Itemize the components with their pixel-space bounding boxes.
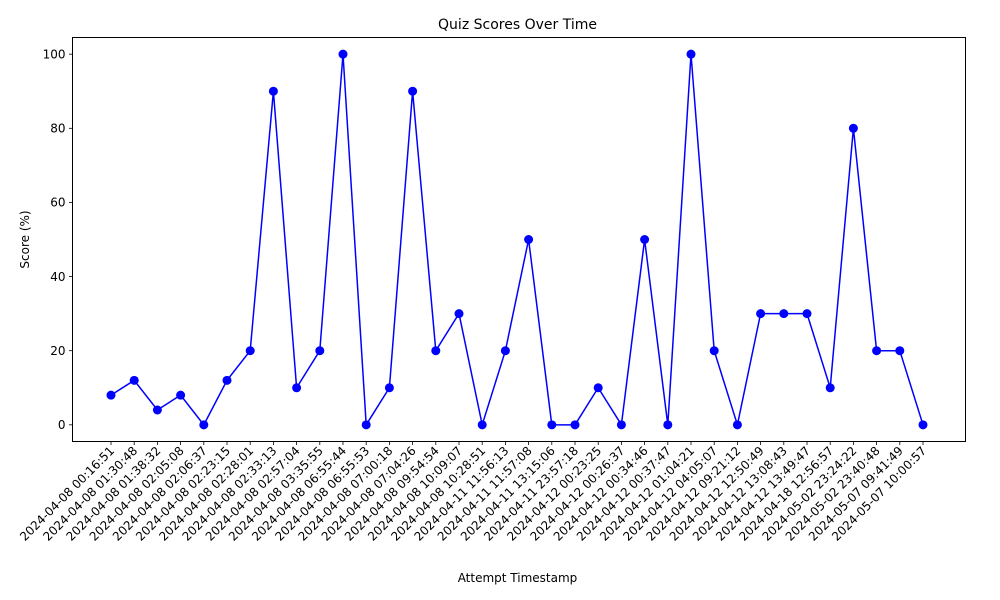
- plot-area: [72, 37, 966, 442]
- data-point: [384, 383, 394, 393]
- data-point: [500, 346, 510, 356]
- data-point: [338, 49, 348, 59]
- y-tick-label: 0: [58, 418, 66, 432]
- data-point: [361, 420, 371, 430]
- data-point: [802, 309, 812, 319]
- x-axis-title: Attempt Timestamp: [458, 571, 578, 585]
- chart-title: Quiz Scores Over Time: [438, 17, 597, 33]
- data-point: [593, 383, 603, 393]
- y-tick-label: 80: [50, 122, 65, 136]
- y-axis-title: Score (%): [18, 210, 32, 268]
- data-point: [106, 390, 116, 400]
- data-point: [756, 309, 766, 319]
- y-axis: 0 20 40 60 80 100: [43, 47, 73, 432]
- data-point: [524, 235, 534, 244]
- data-point: [129, 375, 139, 385]
- data-point: [477, 420, 487, 430]
- data-point: [431, 346, 441, 356]
- data-point: [918, 420, 928, 430]
- data-point: [199, 420, 209, 430]
- data-point: [454, 309, 464, 319]
- data-point: [825, 383, 835, 393]
- data-point: [895, 346, 905, 356]
- data-point: [268, 86, 278, 96]
- data-point: [176, 390, 186, 400]
- data-point: [547, 420, 557, 430]
- data-point: [245, 346, 255, 356]
- data-point: [570, 420, 580, 430]
- data-point: [292, 383, 302, 393]
- data-point: [640, 235, 650, 244]
- data-point: [152, 405, 162, 415]
- y-tick-label: 100: [43, 47, 66, 61]
- y-tick-label: 20: [50, 344, 65, 358]
- series-line: [110, 54, 924, 428]
- data-point: [408, 86, 418, 96]
- data-point: [779, 309, 789, 319]
- data-point: [222, 375, 232, 385]
- data-point: [848, 123, 858, 133]
- data-point: [315, 346, 325, 356]
- y-tick-label: 40: [50, 270, 65, 284]
- data-point: [732, 420, 742, 430]
- data-point: [663, 420, 673, 430]
- data-point: [709, 346, 719, 356]
- y-tick-label: 60: [50, 196, 65, 210]
- data-point: [686, 49, 696, 59]
- data-point: [872, 346, 882, 356]
- series-markers: [106, 49, 928, 430]
- data-point: [616, 420, 626, 430]
